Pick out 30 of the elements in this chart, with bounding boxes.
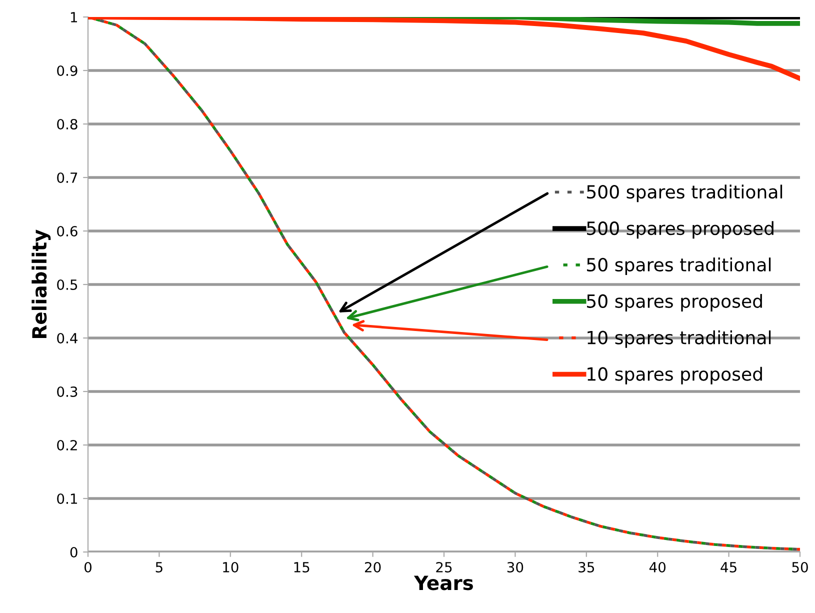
x-tick-label: 20: [364, 562, 381, 572]
legend-label: 500 spares proposed: [587, 221, 774, 239]
x-tick-label: 5: [156, 562, 162, 572]
x-tick-label: 40: [649, 562, 666, 572]
x-tick-label: 0: [84, 562, 92, 572]
y-tick-label: 0.1: [57, 493, 77, 504]
legend-label: 50 spares traditional: [587, 258, 771, 276]
legend-label: 500 spares traditional: [587, 184, 782, 202]
y-tick-label: 0.8: [57, 118, 78, 130]
y-tick-label: 0.9: [57, 65, 78, 76]
y-tick-label: 0.2: [57, 440, 77, 450]
x-tick-label: 10: [223, 562, 238, 572]
legend-label: 10 spares proposed: [588, 366, 762, 384]
y-tick-label: 0.7: [57, 172, 78, 183]
x-tick-label: 35: [578, 562, 594, 572]
x-tick-label: 15: [294, 562, 310, 572]
x-axis-title: Years: [414, 576, 473, 590]
x-tick-label: 45: [720, 562, 736, 572]
y-tick-label: 0.5: [57, 279, 78, 290]
y-tick-label: 0.6: [57, 226, 78, 236]
y-axis-title: Reliability: [32, 230, 51, 338]
x-tick-label: 30: [507, 562, 524, 572]
y-tick-label: 0: [70, 546, 78, 558]
legend-label: 10 spares traditional: [588, 330, 771, 348]
x-tick-label: 50: [792, 562, 808, 572]
y-tick-label: 0.3: [57, 386, 78, 397]
y-tick-label: 0.4: [57, 332, 78, 344]
x-tick-label: 25: [436, 562, 452, 572]
legend-label: 50 spares proposed: [587, 294, 762, 312]
y-tick-label: 1: [70, 12, 77, 22]
